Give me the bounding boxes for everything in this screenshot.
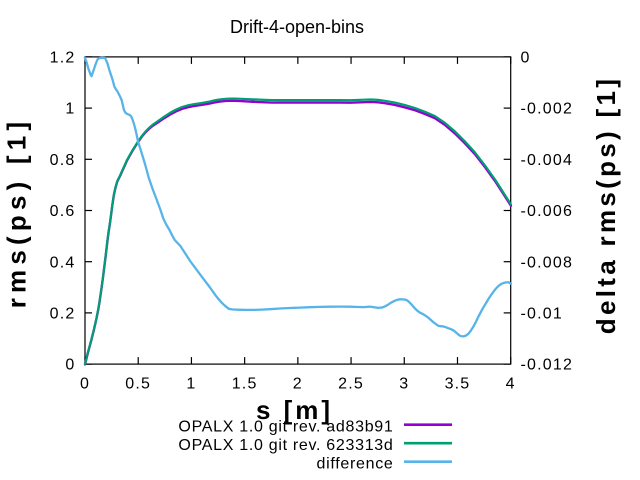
svg-text:2.5: 2.5 — [338, 376, 364, 393]
svg-text:-0.004: -0.004 — [521, 152, 574, 169]
svg-text:2: 2 — [293, 376, 303, 393]
svg-text:0.8: 0.8 — [50, 152, 76, 169]
svg-text:-0.012: -0.012 — [521, 357, 574, 374]
svg-text:3: 3 — [399, 376, 409, 393]
svg-text:rms(ps) [1]: rms(ps) [1] — [2, 117, 32, 309]
svg-text:4: 4 — [506, 376, 516, 393]
svg-text:0: 0 — [80, 376, 90, 393]
svg-text:0: 0 — [65, 357, 75, 374]
svg-text:-0.01: -0.01 — [521, 306, 563, 323]
svg-text:difference: difference — [317, 456, 394, 473]
svg-text:1: 1 — [65, 101, 75, 118]
svg-text:0.5: 0.5 — [125, 376, 151, 393]
svg-text:Drift-4-open-bins: Drift-4-open-bins — [230, 17, 364, 37]
svg-text:3.5: 3.5 — [445, 376, 471, 393]
svg-text:-0.006: -0.006 — [521, 203, 574, 220]
svg-text:s [m]: s [m] — [256, 395, 333, 425]
svg-text:OPALX 1.0 git rev. ad83b91: OPALX 1.0 git rev. ad83b91 — [178, 419, 393, 436]
svg-text:-0.008: -0.008 — [521, 254, 574, 271]
svg-text:delta rms(ps) [1]: delta rms(ps) [1] — [591, 76, 621, 334]
svg-text:0.4: 0.4 — [50, 254, 76, 271]
svg-text:1.5: 1.5 — [232, 376, 258, 393]
svg-text:0: 0 — [521, 50, 531, 67]
svg-text:1: 1 — [186, 376, 196, 393]
svg-text:0.6: 0.6 — [50, 203, 76, 220]
svg-text:0.2: 0.2 — [50, 306, 76, 323]
svg-text:OPALX 1.0 git rev. 623313d: OPALX 1.0 git rev. 623313d — [178, 437, 393, 454]
svg-text:-0.002: -0.002 — [521, 101, 574, 118]
svg-text:1.2: 1.2 — [50, 50, 76, 67]
